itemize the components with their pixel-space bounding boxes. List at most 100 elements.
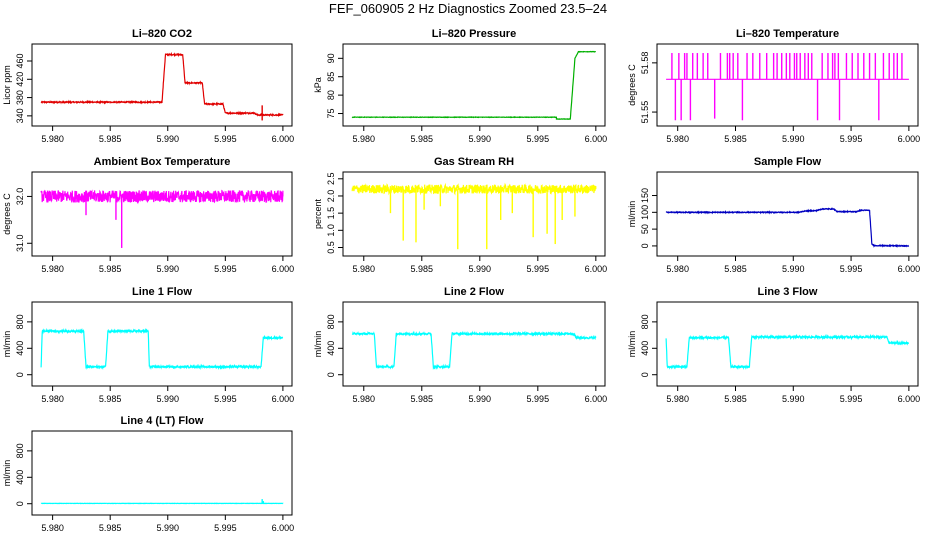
plot-frame: [31, 171, 293, 257]
y-tick-label: 380: [15, 90, 25, 105]
x-tick-label: 5.980: [666, 134, 689, 144]
data-series-line: [351, 330, 597, 371]
y-tick-label: 32.0: [15, 188, 25, 206]
y-tick-label: 460: [15, 53, 25, 68]
y-tick-label: 0: [15, 501, 25, 506]
y-tick-label: 50: [640, 224, 650, 234]
data-series-line: [351, 182, 597, 196]
y-axis-label: ml/min: [627, 201, 637, 228]
y-tick-label: 51.58: [640, 52, 650, 75]
x-tick-label: 6.000: [272, 523, 295, 533]
y-tick-label: 0: [326, 372, 336, 377]
x-tick-label: 5.995: [214, 523, 237, 533]
y-tick-label: 400: [640, 341, 650, 356]
y-tick-label: 1.5: [326, 207, 336, 220]
chart-title: Line 3 Flow: [758, 286, 818, 298]
x-tick-label: 5.980: [353, 264, 376, 274]
x-tick-label: 5.990: [156, 134, 179, 144]
x-tick-label: 5.990: [156, 264, 179, 274]
x-tick-label: 5.980: [666, 394, 689, 404]
x-tick-label: 5.985: [724, 134, 747, 144]
y-axis-label: Licor ppm: [2, 65, 12, 105]
x-tick-label: 5.995: [840, 264, 863, 274]
plot-frame: [656, 43, 919, 127]
x-tick-label: 5.990: [782, 394, 805, 404]
x-tick-label: 5.990: [469, 134, 492, 144]
x-tick-label: 6.000: [898, 264, 921, 274]
y-tick-label: 90: [326, 53, 336, 63]
y-tick-label: 400: [15, 470, 25, 485]
x-tick-label: 5.980: [41, 264, 64, 274]
y-tick-label: 75: [326, 109, 336, 119]
x-tick-label: 6.000: [585, 394, 608, 404]
chart-title: Li–820 Temperature: [736, 28, 839, 40]
x-tick-label: 6.000: [272, 134, 295, 144]
x-tick-label: 6.000: [898, 394, 921, 404]
data-series-line: [351, 50, 596, 121]
y-axis-label: kPa: [313, 77, 323, 93]
x-tick-label: 5.985: [99, 523, 122, 533]
figure-title: FEF_060905 2 Hz Diagnostics Zoomed 23.5–…: [329, 1, 607, 16]
x-tick-label: 5.985: [411, 394, 434, 404]
y-tick-label: 800: [640, 314, 650, 329]
chart-title: Line 4 (LT) Flow: [121, 415, 204, 427]
y-tick-label: 0: [640, 243, 650, 248]
x-tick-label: 5.985: [411, 134, 434, 144]
x-tick-label: 6.000: [272, 394, 295, 404]
x-tick-label: 5.990: [469, 264, 492, 274]
x-tick-label: 5.995: [214, 264, 237, 274]
chart-title: Ambient Box Temperature: [94, 156, 231, 168]
chart-panel-10: Line 4 (LT) Flow 5.980 5.985 5.990 5.995 6.00…: [2, 415, 294, 533]
x-tick-label: 5.985: [724, 394, 747, 404]
y-tick-label: 400: [15, 341, 25, 356]
x-tick-label: 5.990: [156, 394, 179, 404]
chart-panel-2: Li–820 Pressure 5.980 5.985 5.990 5.995 6.000…: [313, 28, 607, 144]
plot-frame: [31, 430, 293, 516]
x-tick-label: 6.000: [898, 134, 921, 144]
x-tick-label: 5.995: [527, 394, 550, 404]
chart-title: Li–820 Pressure: [432, 28, 516, 40]
y-tick-label: 31.0: [15, 235, 25, 253]
y-axis-label: ml/min: [2, 460, 12, 487]
x-tick-label: 5.980: [666, 264, 689, 274]
x-tick-label: 5.995: [527, 134, 550, 144]
plot-frame: [342, 43, 606, 127]
x-tick-label: 6.000: [272, 264, 295, 274]
y-tick-label: 1.0: [326, 224, 336, 237]
data-series-line: [40, 189, 284, 205]
x-tick-label: 5.990: [782, 264, 805, 274]
x-tick-label: 5.980: [41, 394, 64, 404]
chart-panel-6: Sample Flow 5.980 5.985 5.990 5.995 6.000 0 50 1…: [627, 156, 920, 274]
y-tick-label: 800: [15, 443, 25, 458]
chart-panel-5: Gas Stream RH 5.980 5.985 5.990 5.995 6.000 0.…: [313, 156, 607, 274]
chart-title: Sample Flow: [754, 156, 822, 168]
y-tick-label: 400: [326, 341, 336, 356]
y-axis-label: ml/min: [313, 331, 323, 358]
data-series-line: [665, 333, 910, 371]
x-tick-label: 5.985: [99, 134, 122, 144]
chart-title: Gas Stream RH: [434, 156, 514, 168]
plot-frame: [656, 301, 919, 387]
x-tick-label: 5.995: [840, 394, 863, 404]
y-axis-label: degrees C: [2, 193, 12, 235]
x-tick-label: 5.990: [469, 394, 492, 404]
y-tick-label: 340: [15, 108, 25, 123]
y-tick-label: 51.55: [640, 101, 650, 124]
x-tick-label: 5.990: [782, 134, 805, 144]
x-tick-label: 5.985: [411, 264, 434, 274]
data-series-line: [40, 327, 284, 370]
x-tick-label: 5.995: [214, 134, 237, 144]
x-tick-label: 5.980: [353, 394, 376, 404]
x-tick-label: 5.995: [527, 264, 550, 274]
y-tick-label: 0: [640, 372, 650, 377]
chart-panel-1: Li–820 CO2 5.980 5.985 5.990 5.995 6.000 340 38…: [2, 28, 294, 144]
y-axis-label: ml/min: [2, 331, 12, 358]
chart-panel-4: Ambient Box Temperature 5.980 5.985 5.990 5.…: [2, 156, 294, 274]
y-tick-label: 150: [640, 188, 650, 203]
x-tick-label: 5.980: [41, 134, 64, 144]
x-tick-label: 6.000: [585, 134, 608, 144]
chart-panel-3: Li–820 Temperature 5.980 5.985 5.990 5.995 6.…: [627, 28, 920, 144]
x-tick-label: 5.995: [214, 394, 237, 404]
plot-frame: [342, 301, 606, 387]
